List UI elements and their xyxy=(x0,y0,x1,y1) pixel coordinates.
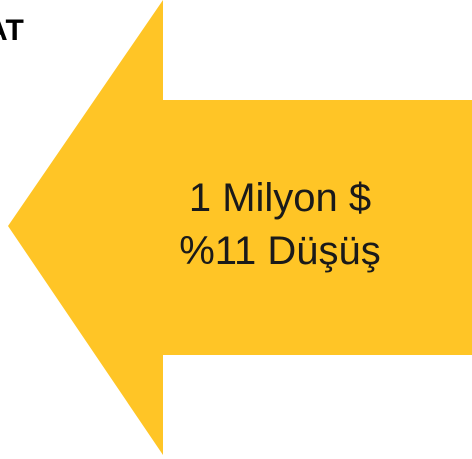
left-arrow xyxy=(8,0,472,455)
cut-off-heading: AT xyxy=(0,14,24,47)
arrow-text-line: 1 Milyon $ xyxy=(189,176,371,220)
arrow-text-line: %11 Düşüş xyxy=(179,229,381,273)
